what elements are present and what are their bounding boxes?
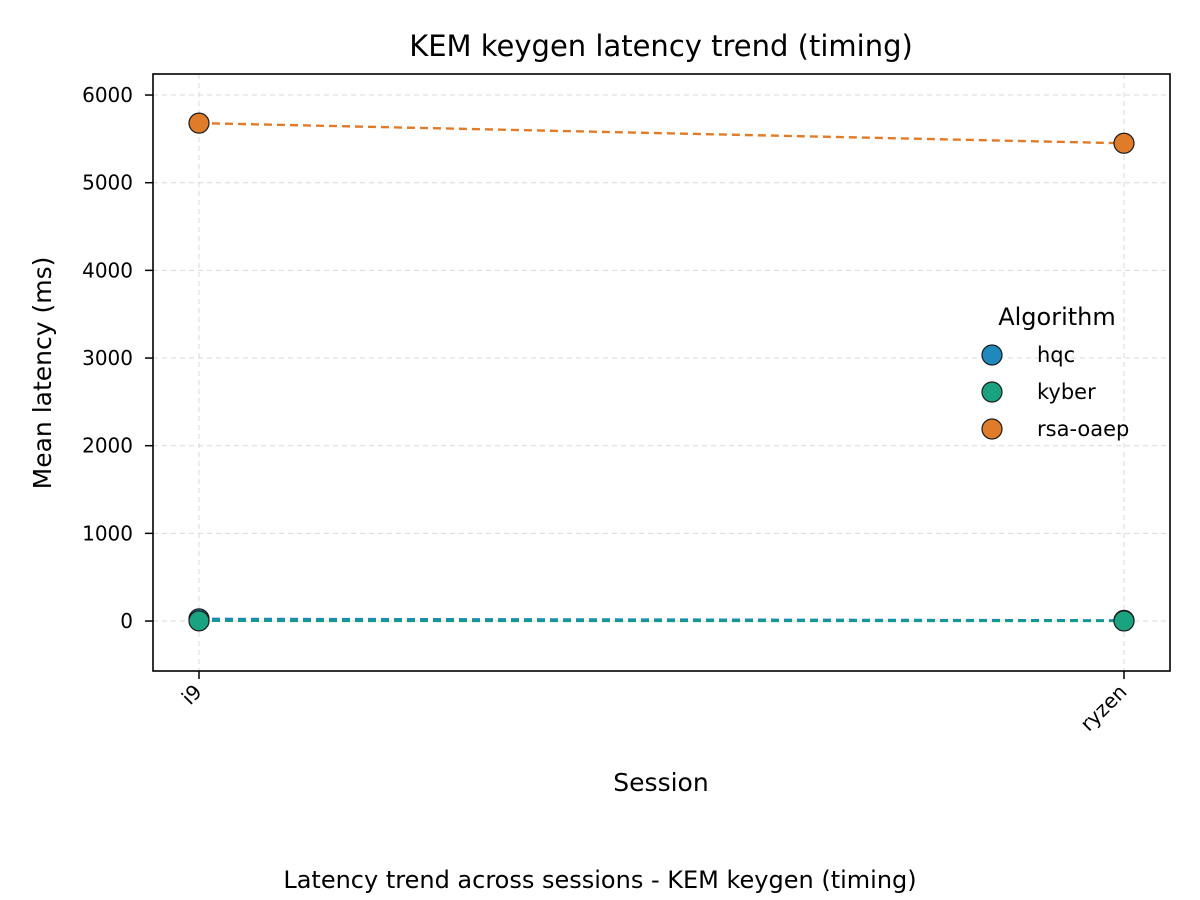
legend-marker-rsa-oaep [981, 418, 1003, 440]
plot-frame [152, 73, 1171, 672]
legend-marker-hqc [981, 344, 1003, 366]
series-line-rsa-oaep [198, 121, 1125, 145]
legend-items: hqc kyber rsa-oaep [981, 343, 1129, 441]
y-axis: 0 1000 2000 3000 4000 5000 6000 [82, 83, 153, 633]
legend-title: Algorithm [998, 303, 1116, 331]
y-tick-label: 4000 [82, 258, 133, 282]
data-point-kyber [1113, 610, 1135, 632]
data-point-kyber [188, 610, 210, 632]
figure-caption: Latency trend across sessions - KEM keyg… [283, 866, 917, 894]
y-tick-label: 3000 [82, 346, 133, 370]
legend-label-hqc: hqc [1037, 343, 1075, 367]
legend: Algorithm hqc kyber rsa-oaep [981, 303, 1129, 441]
x-tick-label: ryzen [1075, 680, 1131, 736]
legend-label-kyber: kyber [1037, 380, 1096, 404]
x-axis: i9 ryzen [177, 671, 1132, 736]
y-tick-label: 0 [120, 609, 133, 633]
legend-marker-kyber [981, 381, 1003, 403]
chart-title: KEM keygen latency trend (timing) [409, 29, 913, 63]
y-tick-label: 5000 [82, 171, 133, 195]
series-lines [198, 121, 1125, 623]
legend-label-rsa-oaep: rsa-oaep [1037, 417, 1129, 441]
x-axis-label: Session [613, 768, 708, 797]
data-point-rsa-oaep [188, 112, 210, 134]
gridlines [153, 74, 1170, 671]
data-point-rsa-oaep [1113, 132, 1135, 154]
y-tick-label: 2000 [82, 434, 133, 458]
x-tick-label: i9 [177, 680, 207, 710]
y-tick-label: 6000 [82, 83, 133, 107]
y-axis-label: Mean latency (ms) [28, 257, 57, 490]
series-points [188, 112, 1135, 632]
y-tick-label: 1000 [82, 521, 133, 545]
